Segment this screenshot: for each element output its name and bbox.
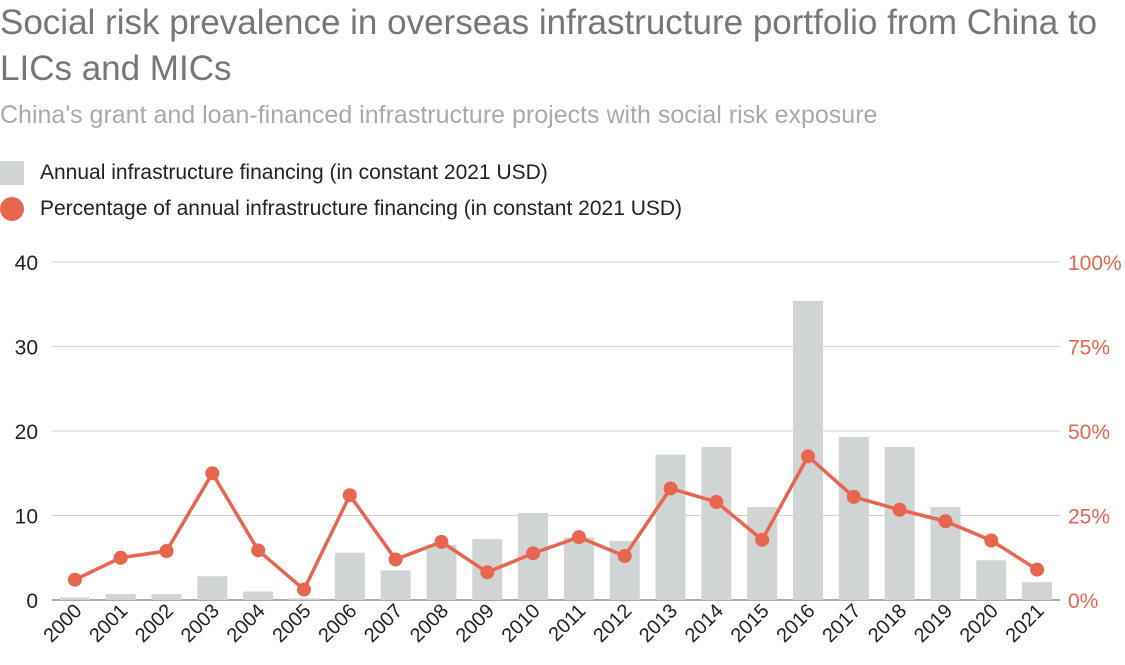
- line-point-2021: [1030, 562, 1045, 577]
- x-tick-label: 2010: [498, 600, 545, 647]
- x-tick-label: 2006: [314, 600, 361, 647]
- x-tick-label: 2015: [727, 600, 774, 647]
- bar-2008: [426, 545, 457, 600]
- line-point-2001: [113, 550, 128, 565]
- line-point-2014: [709, 494, 724, 509]
- legend-item-financing: Annual infrastructure financing (in cons…: [0, 158, 548, 188]
- line-point-2010: [526, 546, 541, 561]
- line-point-2005: [297, 582, 311, 597]
- line-point-2004: [251, 543, 266, 558]
- bar-2017: [838, 436, 869, 600]
- line-point-2019: [938, 514, 953, 529]
- line-point-2015: [755, 532, 770, 547]
- x-tick-label: 2009: [452, 600, 499, 647]
- bar-2001: [105, 594, 136, 600]
- y-left-tick-label: 40: [15, 252, 38, 275]
- x-tick-label: 2020: [956, 600, 1003, 647]
- line-point-2020: [984, 533, 999, 548]
- x-tick-label: 2011: [544, 600, 590, 646]
- x-tick-label: 2002: [131, 600, 178, 647]
- y-right-tick-label: 50%: [1068, 421, 1110, 444]
- x-tick-label: 2004: [223, 600, 270, 647]
- bar-2005: [289, 598, 319, 600]
- line-point-2003: [205, 466, 220, 481]
- legend-swatch-dot: [0, 197, 24, 221]
- line-point-2008: [434, 534, 449, 549]
- x-tick-label: 2016: [773, 600, 820, 647]
- x-tick-label: 2012: [589, 600, 636, 647]
- line-point-2011: [571, 530, 586, 545]
- x-tick-label: 2008: [406, 600, 453, 647]
- x-tick-label: 2001: [85, 600, 132, 647]
- line-point-2016: [801, 449, 815, 464]
- bar-2011: [563, 537, 594, 600]
- bar-2002: [151, 594, 182, 600]
- x-tick-label: 2019: [910, 600, 957, 647]
- legend-label-financing: Annual infrastructure financing (in cons…: [40, 161, 548, 184]
- y-right-tick-label: 25%: [1068, 506, 1110, 529]
- y-left-tick-label: 0: [26, 590, 38, 613]
- bar-2003: [197, 576, 228, 600]
- x-tick-label: 2000: [39, 600, 86, 647]
- line-point-2013: [663, 481, 678, 496]
- legend-label-percentage: Percentage of annual infrastructure fina…: [40, 197, 683, 220]
- line-point-2009: [480, 565, 495, 580]
- x-tick-label: 2018: [864, 600, 911, 647]
- line-point-2006: [342, 488, 357, 503]
- bar-2013: [655, 454, 686, 600]
- bar-2018: [884, 447, 915, 600]
- percentage-line: [74, 454, 1039, 592]
- bar-2021: [1022, 582, 1053, 600]
- y-right-tick-label: 0%: [1068, 590, 1098, 613]
- line-point-2018: [892, 502, 907, 517]
- line-point-2000: [67, 572, 82, 587]
- line-point-2017: [846, 489, 861, 504]
- x-tick-label: 2017: [818, 600, 865, 647]
- x-tick-label: 2003: [177, 600, 224, 647]
- x-tick-label: 2021: [1002, 600, 1049, 647]
- line-point-2012: [617, 549, 632, 564]
- chart-title: Social risk prevalence in overseas infra…: [0, 3, 1098, 88]
- legend-swatch-bar: [0, 161, 24, 185]
- x-tick-label: 2014: [681, 600, 728, 647]
- line-point-2007: [388, 552, 403, 567]
- bar-2014: [701, 447, 732, 600]
- legend-item-percentage: Percentage of annual infrastructure fina…: [0, 194, 682, 224]
- y-right-tick-label: 100%: [1068, 252, 1122, 275]
- chart-subtitle: China's grant and loan-financed infrastr…: [0, 101, 878, 129]
- bar-2000: [59, 597, 90, 600]
- y-left-tick-label: 20: [15, 421, 38, 444]
- bar-2020: [976, 560, 1007, 600]
- bar-2006: [334, 552, 365, 600]
- x-tick-label: 2013: [635, 600, 682, 647]
- y-right-tick-label: 75%: [1068, 337, 1110, 360]
- y-left-tick-label: 30: [15, 337, 38, 360]
- x-tick-label: 2005: [269, 600, 316, 647]
- line-point-2002: [159, 543, 174, 558]
- y-left-tick-label: 10: [15, 506, 38, 529]
- bar-2007: [380, 570, 411, 600]
- bar-2004: [243, 591, 274, 600]
- x-tick-label: 2007: [360, 600, 407, 647]
